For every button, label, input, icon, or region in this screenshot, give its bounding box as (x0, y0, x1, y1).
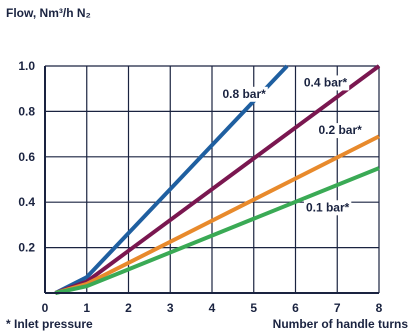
series-label-bg-2 (316, 123, 364, 139)
x-tick-label: 8 (376, 301, 383, 315)
series-label-bg-1 (301, 75, 350, 91)
x-tick-label: 1 (83, 301, 90, 315)
x-tick-label: 3 (167, 301, 174, 315)
x-tick-label: 2 (125, 301, 132, 315)
series-label-1: 0.4 bar* (304, 75, 348, 89)
series-lines (54, 64, 381, 295)
series-label-bg-3 (303, 200, 352, 216)
series-label-0: 0.8 bar* (222, 87, 266, 101)
footnote: * Inlet pressure (6, 317, 93, 331)
tick-labels: 0 1 2 3 4 5 6 7 8 0.2 0.4 0.6 0.8 1.0 (18, 59, 382, 315)
x-tick-label: 0 (42, 301, 49, 315)
series-label-2: 0.2 bar* (318, 123, 362, 137)
x-tick-label: 4 (209, 301, 216, 315)
series-labels: 0.8 bar* 0.4 bar* 0.2 bar* 0.1 bar* (220, 75, 364, 216)
y-axis-label: Flow, Nm³/h N₂ (6, 6, 91, 20)
y-tick-label: 0.2 (18, 241, 35, 255)
axes (44, 66, 379, 294)
x-axis-label: Number of handle turns (272, 317, 408, 331)
series-line-3 (54, 166, 380, 295)
series-label-bg-0 (220, 86, 268, 102)
y-tick-label: 1.0 (18, 59, 35, 73)
y-tick-label: 0.4 (18, 195, 35, 209)
x-tick-label: 7 (334, 301, 341, 315)
y-tick-label: 0.6 (18, 150, 35, 164)
series-label-3: 0.1 bar* (306, 200, 350, 214)
x-tick-label: 5 (250, 301, 257, 315)
y-tick-label: 0.8 (18, 104, 35, 118)
x-tick-label: 6 (292, 301, 299, 315)
